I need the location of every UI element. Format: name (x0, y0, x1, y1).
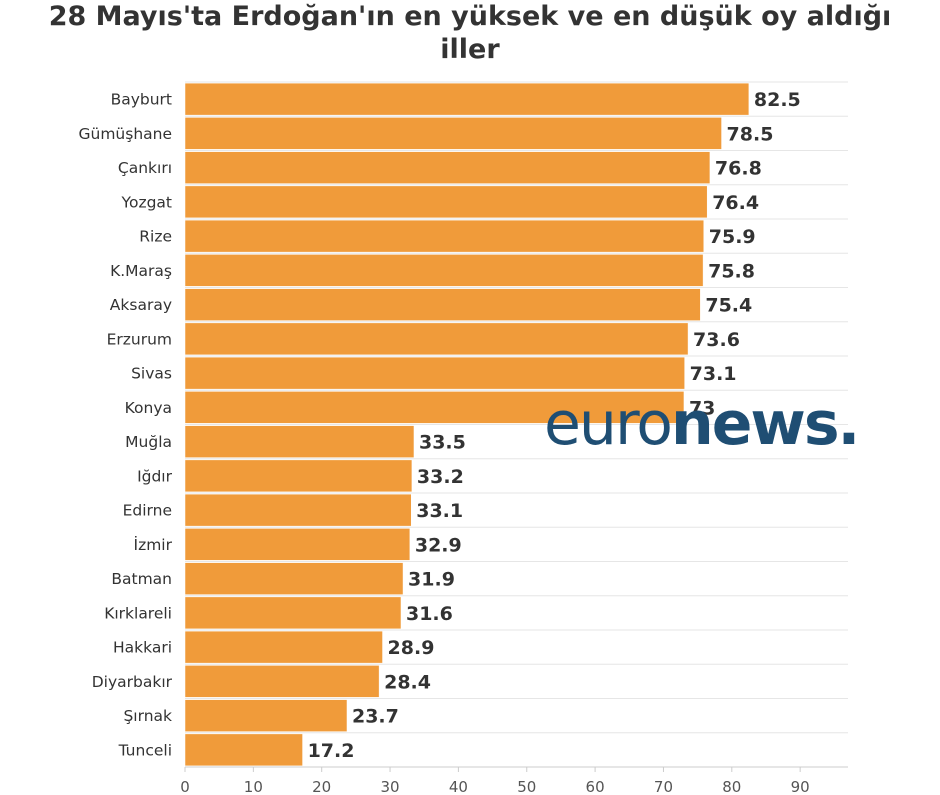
x-axis-ticks: 0 10 20 30 40 50 60 70 80 90 (180, 767, 810, 795)
category-label: Tunceli (118, 741, 172, 759)
bar (184, 356, 685, 390)
value-label: 82.5 (754, 89, 801, 111)
bar (184, 733, 303, 767)
value-label: 32.9 (415, 534, 462, 556)
category-label: Gümüşhane (78, 125, 172, 143)
value-label: 31.6 (406, 603, 453, 625)
x-tick-label: 80 (722, 778, 741, 795)
category-label: Sivas (131, 365, 172, 383)
category-label: Çankırı (118, 159, 172, 177)
bar (184, 699, 348, 732)
value-label: 28.9 (388, 637, 435, 659)
category-label: Hakkari (113, 639, 172, 657)
category-label: Bayburt (111, 91, 172, 109)
value-label: 33.1 (416, 500, 463, 522)
category-label: İzmir (134, 535, 173, 554)
bar (184, 493, 412, 527)
category-labels: Bayburt Gümüşhane Çankırı Yozgat Rize K.Maraş… (78, 91, 172, 760)
x-tick-label: 60 (586, 778, 605, 795)
category-label: Diyarbakır (92, 673, 173, 691)
bar (184, 117, 722, 150)
chart-title: 28 Mayıs'ta Erdoğan'ın en yüksek ve en d… (0, 0, 940, 66)
bars (184, 82, 750, 767)
category-label: Batman (111, 570, 172, 588)
bar (184, 185, 708, 219)
value-label: 33.2 (417, 466, 464, 488)
value-label: 73.6 (693, 329, 740, 351)
value-label: 33.5 (419, 432, 466, 454)
bar (184, 528, 411, 561)
chart-title-line-2: iller (440, 34, 500, 65)
bar (184, 630, 383, 664)
bar (184, 596, 402, 630)
chart-title-line-1: 28 Mayıs'ta Erdoğan'ın en yüksek ve en d… (48, 1, 892, 32)
value-label: 76.8 (715, 158, 762, 180)
value-label: 31.9 (408, 569, 455, 591)
bar (184, 391, 685, 424)
watermark-part-news: news. (671, 389, 860, 459)
category-label: Konya (125, 399, 172, 417)
bar (184, 254, 704, 287)
bar (184, 322, 689, 356)
bar (184, 219, 705, 253)
x-tick-label: 30 (381, 778, 400, 795)
x-tick-label: 90 (791, 778, 810, 795)
x-tick-label: 50 (517, 778, 536, 795)
bar (184, 425, 415, 458)
bar (184, 459, 413, 493)
value-label: 73 (689, 397, 715, 419)
watermark-part-euro: euro (544, 389, 673, 459)
x-tick-label: 10 (244, 778, 263, 795)
category-label: K.Maraş (110, 262, 172, 280)
category-label: Edirne (123, 502, 172, 520)
x-tick-label: 70 (654, 778, 673, 795)
value-label: 23.7 (352, 706, 399, 728)
category-label: Muğla (125, 433, 172, 451)
bar (184, 288, 701, 321)
value-label: 17.2 (308, 740, 355, 762)
category-label: Şırnak (123, 707, 172, 725)
grid-lines (185, 81, 848, 768)
x-tick-label: 20 (312, 778, 331, 795)
category-label: Kırklareli (104, 604, 172, 622)
category-label: Aksaray (110, 296, 172, 314)
value-label: 28.4 (384, 671, 431, 693)
value-label: 73.1 (690, 363, 737, 385)
value-label: 75.4 (705, 295, 752, 317)
euronews-logo-watermark: euronews. (544, 394, 860, 454)
category-label: Yozgat (121, 193, 172, 211)
value-labels: 82.5 78.5 76.8 76.4 75.9 75.8 75.4 73.6 73.1 73 33… (308, 89, 801, 762)
x-tick-label: 40 (449, 778, 468, 795)
x-tick-label: 0 (180, 778, 190, 795)
bar (184, 82, 750, 116)
bar (184, 562, 404, 595)
value-label: 75.8 (708, 260, 755, 282)
category-label: Rize (139, 228, 172, 246)
category-label: Erzurum (107, 330, 172, 348)
value-label: 75.9 (709, 226, 756, 248)
value-label: 78.5 (727, 123, 774, 145)
category-label: Iğdır (137, 467, 173, 485)
bar (184, 151, 711, 184)
value-label: 76.4 (712, 192, 759, 214)
bar (184, 665, 380, 698)
